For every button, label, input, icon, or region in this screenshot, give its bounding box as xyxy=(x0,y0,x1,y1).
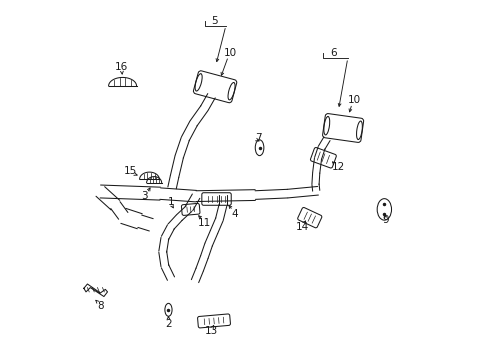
Text: 7: 7 xyxy=(255,133,262,143)
Text: 1: 1 xyxy=(167,197,174,207)
Text: 14: 14 xyxy=(295,222,308,232)
Text: 4: 4 xyxy=(231,209,237,219)
Text: 8: 8 xyxy=(97,301,103,311)
Text: 13: 13 xyxy=(204,326,218,336)
FancyBboxPatch shape xyxy=(193,71,236,103)
FancyBboxPatch shape xyxy=(181,203,200,215)
FancyBboxPatch shape xyxy=(322,114,363,143)
Text: 12: 12 xyxy=(331,162,345,172)
Text: 16: 16 xyxy=(115,62,128,72)
FancyBboxPatch shape xyxy=(310,148,336,168)
Text: 10: 10 xyxy=(347,95,360,105)
Text: 6: 6 xyxy=(329,48,336,58)
Text: 15: 15 xyxy=(123,166,137,176)
Text: 9: 9 xyxy=(382,215,388,225)
FancyBboxPatch shape xyxy=(297,207,321,228)
Text: 2: 2 xyxy=(165,319,171,329)
Text: 10: 10 xyxy=(224,48,237,58)
FancyBboxPatch shape xyxy=(197,314,230,328)
FancyBboxPatch shape xyxy=(202,193,231,205)
Text: 3: 3 xyxy=(141,191,148,201)
Text: 5: 5 xyxy=(210,16,217,26)
Text: 11: 11 xyxy=(197,218,210,228)
